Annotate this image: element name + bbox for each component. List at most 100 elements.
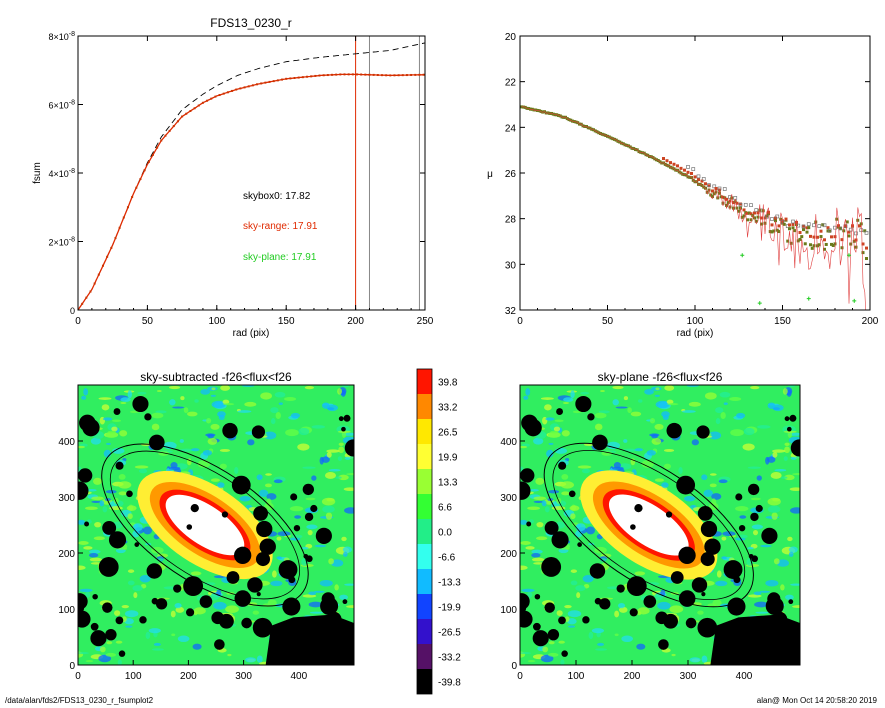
sky-subtracted-noise [210, 423, 220, 430]
sky-plane-masked-star [678, 546, 696, 564]
series-1-point [343, 73, 346, 76]
sky-plane-noise [754, 601, 768, 608]
sky-plane-noise [575, 523, 586, 532]
sky-plane-masked-star [599, 598, 611, 610]
sky-plane-noise [783, 456, 788, 461]
sky-plane-noise [671, 653, 676, 657]
sky-plane-noise [577, 465, 592, 469]
colorbar-label: 6.6 [438, 503, 452, 514]
sky-subtracted-noise [179, 439, 184, 443]
sky-plane-noise [723, 402, 728, 405]
sky-plane-masked-star [587, 413, 595, 421]
colorbar-label: 13.3 [438, 478, 458, 489]
mu-point [800, 235, 804, 239]
sky-plane-masked-star [594, 597, 602, 605]
sky-subtracted-masked-star [226, 571, 240, 584]
mu-point [823, 247, 826, 251]
mu-point-red [697, 178, 700, 182]
sky-subtracted-noise [98, 397, 112, 400]
sky-plane-noise [594, 412, 607, 419]
fsum-y-tick-label: 0 [70, 306, 75, 316]
sky-plane-noise [783, 430, 797, 433]
mu-point-open [701, 177, 706, 181]
sky-plane-noise [533, 562, 544, 565]
sky-plane-masked-star [643, 595, 657, 608]
sky-plane-masked-star [532, 622, 541, 631]
colorbar-label: 33.2 [438, 403, 458, 414]
series-1-point [285, 77, 288, 80]
mu-point [747, 211, 751, 215]
sky-subtracted-y-tick-label: 400 [58, 437, 75, 448]
sky-plane-noise [691, 439, 699, 446]
sky-plane-noise [570, 580, 578, 586]
sky-plane-masked-star [541, 557, 562, 577]
mu-point [830, 242, 833, 246]
sky-subtracted-noise [180, 396, 185, 401]
sky-plane-masked-star [676, 475, 696, 495]
sky-plane-noise [701, 474, 708, 481]
sky-plane-noise [560, 481, 575, 489]
sky-plane-noise [597, 642, 605, 646]
series-1-point [147, 161, 150, 164]
mu-y-tick-label: 28 [505, 215, 517, 226]
sky-plane-noise [588, 631, 594, 640]
sky-subtracted-noise [172, 406, 185, 409]
series-1-point [135, 186, 138, 189]
sky-plane-masked-star [696, 425, 710, 439]
sky-subtracted-noise [278, 402, 283, 405]
sky-plane-noise [523, 395, 529, 400]
mu-y-tick-label: 26 [505, 169, 517, 180]
mu-point [718, 191, 721, 195]
sky-subtracted-noise [119, 430, 128, 437]
sky-subtracted-masked-star [132, 395, 149, 413]
mu-point-red [851, 224, 854, 228]
sky-plane-masked-star [665, 511, 673, 518]
sky-subtracted-noise [220, 385, 231, 391]
sky-plane-masked-star [700, 552, 715, 567]
surface-brightness-panel: 0 50 100 150 200 20 22 24 26 28 30 32 rad (pix) μ [487, 32, 879, 339]
sky-subtracted-noise [341, 385, 350, 388]
sky-subtracted-noise [191, 448, 200, 452]
sky-plane-noise [611, 466, 624, 470]
sky-plane-noise [567, 625, 576, 628]
sky-subtracted-noise [187, 411, 198, 417]
sky-plane-noise [540, 397, 554, 400]
sky-plane-noise [618, 603, 626, 609]
sky-subtracted-masked-star [90, 630, 107, 647]
sky-subtracted-noise [338, 474, 349, 481]
mu-y-tick-label: 20 [505, 32, 517, 43]
sky-subtracted-x-tick-label: 300 [235, 671, 252, 682]
sky-plane-noise [548, 641, 555, 645]
sky-plane-noise [792, 605, 800, 608]
sky-plane-noise [525, 388, 531, 396]
sky-subtracted-noise [127, 569, 135, 573]
series-1-point [185, 112, 188, 115]
sky-subtracted-masked-star [78, 468, 93, 483]
sky-plane-masked-star [658, 639, 669, 650]
mu-point [816, 244, 819, 248]
footer-timestamp: alan@ Mon Oct 14 20:58:20 2019 [756, 696, 877, 705]
colorbar-swatch [417, 494, 432, 519]
sky-subtracted-noise [258, 489, 269, 497]
mu-point [828, 229, 832, 233]
sky-plane-noise [663, 463, 671, 470]
series-1-point [164, 134, 167, 137]
series-1-point [268, 80, 271, 83]
sky-subtracted-masked-star [102, 602, 113, 613]
sky-subtracted-masked-star [173, 584, 182, 593]
fsum-y-tick-label: 4×10-8 [48, 168, 75, 179]
sky-plane-noise [520, 445, 528, 449]
sky-plane-noise [747, 546, 754, 550]
sky-subtracted-noise [340, 389, 346, 397]
sky-subtracted-noise [210, 394, 216, 397]
mu-point-open [806, 222, 811, 226]
series-1-point [139, 177, 142, 180]
sky-plane-noise [644, 389, 654, 395]
sky-plane-noise [570, 513, 576, 520]
sky-subtracted-noise [294, 515, 302, 519]
sky-plane-noise [575, 585, 586, 592]
mu-point [838, 226, 842, 230]
sky-plane-noise [773, 558, 780, 565]
sky-plane-frame [519, 384, 801, 666]
sky-plane-noise [716, 570, 722, 578]
